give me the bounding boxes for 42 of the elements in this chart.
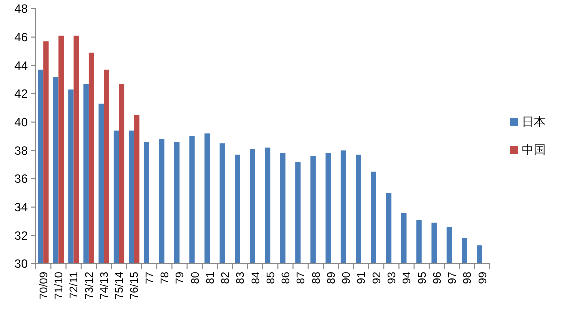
x-tick-label: 74/13 <box>98 272 111 300</box>
x-tick-label: 94 <box>402 272 414 284</box>
x-tick-label: 96 <box>432 272 444 284</box>
x-tick-label: 71/10 <box>54 272 66 300</box>
y-tick-label: 42 <box>14 87 28 102</box>
legend-label: 中国 <box>522 143 546 158</box>
y-tick-label: 38 <box>14 144 28 158</box>
x-tick-label: 73/12 <box>84 272 96 300</box>
y-tick-label: 32 <box>14 228 28 243</box>
y-tick-label: 40 <box>14 116 28 130</box>
x-tick-label: 70/09 <box>38 272 50 300</box>
x-tick-label: 88 <box>310 272 323 284</box>
y-tick-label: 48 <box>14 2 28 16</box>
x-tick-label: 95 <box>416 272 429 284</box>
x-tick-label: 99 <box>477 272 490 284</box>
y-tick-label: 30 <box>14 257 28 272</box>
x-tick-label: 90 <box>341 272 354 284</box>
x-tick-label: 85 <box>265 272 278 284</box>
y-tick-label: 46 <box>14 30 28 45</box>
x-tick-label: 83 <box>235 272 248 284</box>
x-tick-label: 76/15 <box>129 272 142 300</box>
x-tick-label: 72/11 <box>68 272 81 299</box>
y-tick-label: 44 <box>14 58 28 73</box>
y-tick-label: 36 <box>14 172 28 186</box>
y-tick-label: 34 <box>14 200 28 215</box>
x-tick-label: 80 <box>190 272 202 284</box>
x-tick-label: 93 <box>386 272 398 284</box>
x-tick-label: 82 <box>220 272 232 284</box>
x-tick-label: 92 <box>371 272 384 284</box>
x-tick-label: 91 <box>356 272 368 284</box>
x-tick-label: 75/14 <box>114 272 126 300</box>
x-tick-label: 98 <box>462 272 474 284</box>
legend-label: 日本 <box>522 115 546 130</box>
x-tick-label: 86 <box>280 272 293 284</box>
x-tick-label: 77 <box>144 272 156 284</box>
x-tick-label: 84 <box>250 272 262 284</box>
x-tick-label: 78 <box>159 272 172 284</box>
x-tick-label: 89 <box>326 272 338 284</box>
x-tick-label: 79 <box>174 272 187 284</box>
x-tick-label: 97 <box>447 272 460 284</box>
x-tick-label: 87 <box>296 272 308 284</box>
x-tick-label: 81 <box>204 272 217 284</box>
